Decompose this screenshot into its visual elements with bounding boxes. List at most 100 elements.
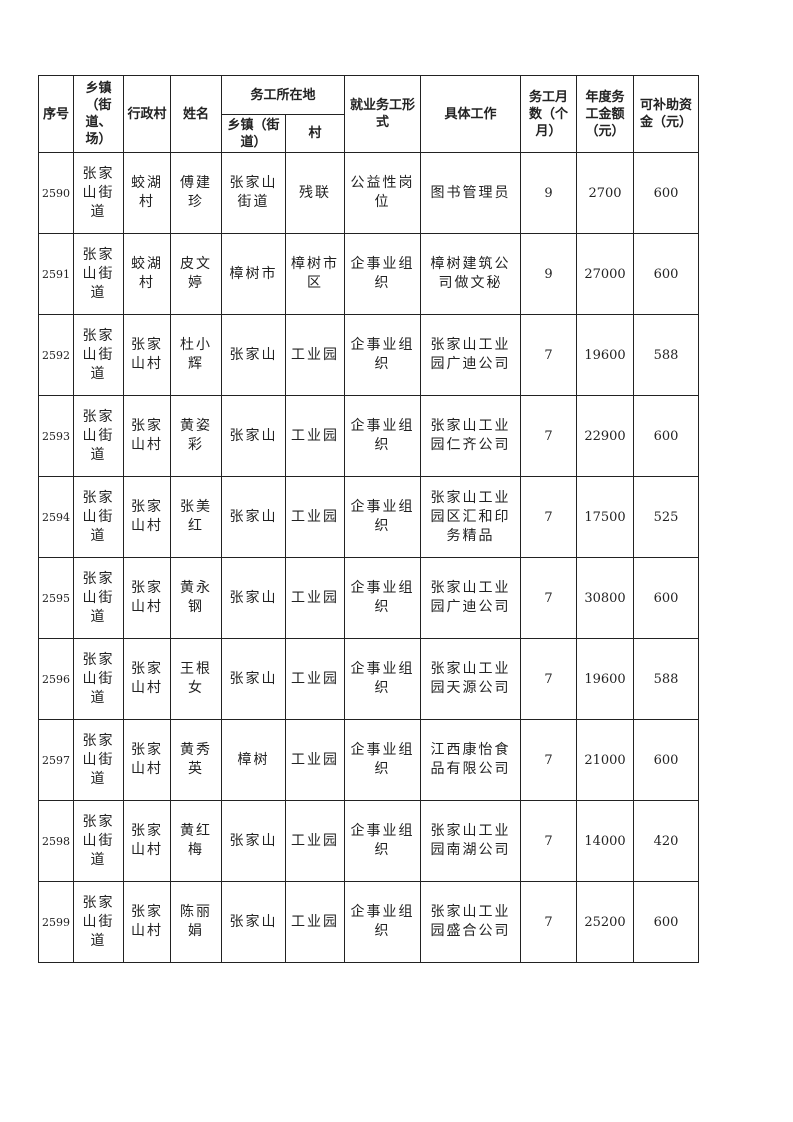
cell-work-village: 工业园 (284, 800, 346, 882)
table-row: 2590 张家山街道 蛟湖村 傅建珍 张家山街道 残联 公益性岗位 图书管理员 9 2700 600 (38, 152, 700, 234)
cell-subsidy: 600 (633, 152, 700, 234)
cell-name: 黄姿彩 (170, 395, 222, 477)
table-row: 2593 张家山街道 张家山村 黄姿彩 张家山 工业园 企事业组织 张家山工业园仁齐公司 7 22… (38, 395, 700, 477)
cell-form: 公益性岗位 (344, 152, 422, 234)
header-town: 乡镇（街道、场） (73, 75, 124, 153)
table-row: 2594 张家山街道 张家山村 张美红 张家山 工业园 企事业组织 张家山工业园区汇和印务精品… (38, 476, 700, 558)
cell-work-village: 工业园 (284, 395, 346, 477)
cell-months: 7 (520, 881, 578, 963)
cell-village: 张家山村 (123, 395, 171, 477)
cell-subsidy: 600 (633, 557, 700, 639)
cell-form: 企事业组织 (344, 233, 422, 315)
cell-village: 张家山村 (123, 800, 171, 882)
cell-town: 张家山街道 (73, 638, 124, 720)
cell-village: 张家山村 (123, 476, 171, 558)
cell-annual: 2700 (576, 152, 635, 234)
table-row: 2599 张家山街道 张家山村 陈丽娟 张家山 工业园 企事业组织 张家山工业园盛合公司 7 25… (38, 881, 700, 963)
cell-job: 江西康怡食品有限公司 (420, 719, 522, 801)
cell-town: 张家山街道 (73, 881, 124, 963)
cell-village: 张家山村 (123, 314, 171, 396)
cell-form: 企事业组织 (344, 719, 422, 801)
cell-annual: 21000 (576, 719, 635, 801)
cell-work-village: 工业园 (284, 314, 346, 396)
cell-seq: 2592 (38, 314, 74, 396)
cell-name: 黄秀英 (170, 719, 222, 801)
cell-form: 企事业组织 (344, 800, 422, 882)
cell-subsidy: 600 (633, 395, 700, 477)
header-months: 务工月数（个月） (520, 75, 578, 153)
header-job: 具体工作 (420, 75, 522, 153)
cell-work-village: 工业园 (284, 638, 346, 720)
cell-job: 张家山工业园盛合公司 (420, 881, 522, 963)
cell-annual: 17500 (576, 476, 635, 558)
cell-months: 7 (520, 800, 578, 882)
cell-subsidy: 600 (633, 719, 700, 801)
cell-form: 企事业组织 (344, 557, 422, 639)
cell-job: 张家山工业园广迪公司 (420, 314, 522, 396)
cell-form: 企事业组织 (344, 314, 422, 396)
cell-months: 7 (520, 557, 578, 639)
cell-annual: 14000 (576, 800, 635, 882)
cell-form: 企事业组织 (344, 881, 422, 963)
table-row: 2591 张家山街道 蛟湖村 皮文婷 樟树市 樟树市区 企事业组织 樟树建筑公司做文秘 9 270… (38, 233, 700, 315)
cell-work-town: 张家山 (221, 881, 286, 963)
cell-work-village: 工业园 (284, 881, 346, 963)
cell-months: 7 (520, 476, 578, 558)
cell-work-town: 张家山 (221, 638, 286, 720)
cell-work-village: 工业园 (284, 476, 346, 558)
cell-job: 张家山工业园区汇和印务精品 (420, 476, 522, 558)
cell-months: 9 (520, 233, 578, 315)
cell-subsidy: 588 (633, 638, 700, 720)
employment-subsidy-table: 序号 乡镇（街道、场） 行政村 姓名 务工所在地 就业务工形式 具体工作 务工月… (38, 75, 700, 963)
cell-work-village: 樟树市区 (284, 233, 346, 315)
header-name: 姓名 (170, 75, 222, 153)
cell-subsidy: 420 (633, 800, 700, 882)
header-work-village: 村 (284, 114, 346, 153)
cell-form: 企事业组织 (344, 638, 422, 720)
cell-village: 张家山村 (123, 881, 171, 963)
cell-annual: 22900 (576, 395, 635, 477)
cell-town: 张家山街道 (73, 800, 124, 882)
table-row: 2598 张家山街道 张家山村 黄红梅 张家山 工业园 企事业组织 张家山工业园南湖公司 7 14… (38, 800, 700, 882)
cell-work-town: 樟树市 (221, 233, 286, 315)
cell-name: 陈丽娟 (170, 881, 222, 963)
cell-name: 黄红梅 (170, 800, 222, 882)
cell-work-town: 张家山 (221, 395, 286, 477)
cell-work-village: 工业园 (284, 719, 346, 801)
cell-name: 皮文婷 (170, 233, 222, 315)
header-work-location: 务工所在地 (220, 75, 346, 115)
table-row: 2596 张家山街道 张家山村 王根女 张家山 工业园 企事业组织 张家山工业园天源公司 7 19… (38, 638, 700, 720)
cell-work-town: 张家山街道 (221, 152, 286, 234)
cell-work-town: 樟树 (221, 719, 286, 801)
cell-village: 张家山村 (123, 557, 171, 639)
cell-work-town: 张家山 (221, 314, 286, 396)
cell-subsidy: 588 (633, 314, 700, 396)
cell-subsidy: 525 (633, 476, 700, 558)
cell-town: 张家山街道 (73, 233, 124, 315)
table-row: 2595 张家山街道 张家山村 黄永钢 张家山 工业园 企事业组织 张家山工业园广迪公司 7 30… (38, 557, 700, 639)
cell-name: 傅建珍 (170, 152, 222, 234)
cell-job: 张家山工业园南湖公司 (420, 800, 522, 882)
cell-work-village: 残联 (284, 152, 346, 234)
cell-seq: 2594 (38, 476, 74, 558)
cell-seq: 2593 (38, 395, 74, 477)
cell-work-village: 工业园 (284, 557, 346, 639)
cell-job: 张家山工业园天源公司 (420, 638, 522, 720)
cell-job: 张家山工业园广迪公司 (420, 557, 522, 639)
cell-village: 蛟湖村 (123, 233, 171, 315)
cell-annual: 19600 (576, 314, 635, 396)
cell-village: 蛟湖村 (123, 152, 171, 234)
cell-seq: 2599 (38, 881, 74, 963)
cell-months: 7 (520, 314, 578, 396)
cell-subsidy: 600 (633, 233, 700, 315)
cell-months: 9 (520, 152, 578, 234)
cell-town: 张家山街道 (73, 719, 124, 801)
cell-seq: 2595 (38, 557, 74, 639)
cell-work-town: 张家山 (221, 800, 286, 882)
header-seq: 序号 (38, 75, 74, 153)
cell-town: 张家山街道 (73, 152, 124, 234)
header-subsidy: 可补助资金（元） (633, 75, 700, 153)
cell-form: 企事业组织 (344, 476, 422, 558)
cell-seq: 2596 (38, 638, 74, 720)
cell-annual: 30800 (576, 557, 635, 639)
